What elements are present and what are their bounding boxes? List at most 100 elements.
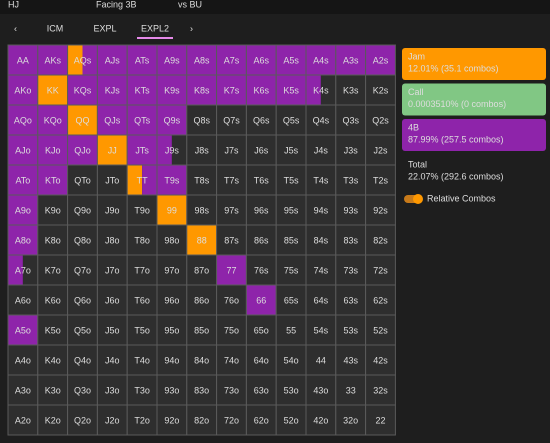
action-box[interactable] <box>402 83 546 116</box>
hand-cell <box>276 75 306 105</box>
hand-cell <box>216 45 247 75</box>
action-name: Jam <box>408 51 425 61</box>
hand-cell <box>67 105 98 135</box>
hand-label: A3o <box>15 385 31 395</box>
hand-cell <box>365 105 396 135</box>
hand-label: A9o <box>15 205 31 215</box>
hand-cell <box>335 195 366 225</box>
hand-cell <box>335 405 366 435</box>
hand-label: Q6o <box>74 295 91 305</box>
hand-label: QJs <box>104 115 121 125</box>
hand-cell <box>97 345 128 375</box>
hand-cell <box>335 165 366 195</box>
hand-cell <box>37 135 68 165</box>
hand-cell <box>186 255 217 285</box>
hand-cell <box>216 165 247 195</box>
hand-cell <box>335 315 366 345</box>
hand-cell <box>335 105 366 135</box>
hand-label: KJs <box>105 85 121 95</box>
toggle-knob[interactable] <box>413 194 423 204</box>
hand-label: KK <box>47 85 59 95</box>
hand-label: 77 <box>226 265 236 275</box>
hand-label: 82o <box>194 415 209 425</box>
hand-cell <box>157 255 187 285</box>
hand-cell <box>127 285 157 315</box>
hand-cell-part <box>82 45 98 75</box>
hand-cell <box>157 45 187 75</box>
hand-label: 98s <box>194 205 209 215</box>
hand-cell <box>37 105 68 135</box>
hand-cell-part <box>306 75 321 105</box>
tab-prev[interactable]: ‹ <box>14 23 17 33</box>
hand-label: KTo <box>45 175 61 185</box>
hand-cell <box>216 405 247 435</box>
hand-label: JJ <box>108 145 117 155</box>
hand-label: 75s <box>284 265 299 275</box>
hand-cell-part <box>171 135 187 165</box>
hand-label: 65o <box>254 325 269 335</box>
hand-cell-part <box>67 45 83 75</box>
hand-label: 87s <box>224 235 239 245</box>
hand-cell <box>37 285 68 315</box>
hand-cell <box>276 135 306 165</box>
hand-label: 62s <box>373 295 388 305</box>
hand-label: 43s <box>343 355 358 365</box>
hand-label: 86o <box>194 295 209 305</box>
hand-cell <box>276 375 306 405</box>
hand-label: QQ <box>75 115 89 125</box>
hand-label: J5o <box>105 325 120 335</box>
hand-cell <box>97 255 128 285</box>
hand-cell <box>186 75 217 105</box>
hand-cell <box>365 405 396 435</box>
total-detail: 22.07% (292.6 combos) <box>408 171 504 181</box>
hand-label: 82s <box>373 235 388 245</box>
hand-cell <box>335 75 366 105</box>
hand-cell <box>67 315 98 345</box>
hand-cell <box>67 135 98 165</box>
hand-label: A6o <box>15 295 31 305</box>
hand-label: AKs <box>44 55 61 65</box>
hand-label: T2s <box>373 175 389 185</box>
hand-label: 54s <box>314 325 329 335</box>
hand-label: T2o <box>134 415 150 425</box>
hand-label: 53o <box>284 385 299 395</box>
hand-cell <box>157 75 187 105</box>
hand-cell <box>37 255 68 285</box>
hand-cell <box>246 165 277 195</box>
tab[interactable]: EXPL <box>93 23 116 33</box>
hand-label: K3s <box>343 85 359 95</box>
hand-label: 84o <box>194 355 209 365</box>
action-box[interactable] <box>402 48 546 80</box>
hand-label: 85s <box>284 235 299 245</box>
hand-cell <box>246 345 277 375</box>
tab[interactable]: EXPL2 <box>141 23 169 33</box>
tab-next[interactable]: › <box>190 23 193 33</box>
hand-cell <box>37 195 68 225</box>
cell-border[interactable] <box>365 404 396 436</box>
hand-cell <box>37 345 68 375</box>
hand-label: K4o <box>45 355 61 365</box>
facing[interactable]: Facing 3B <box>96 0 137 9</box>
hand-label: 84s <box>314 235 329 245</box>
tab[interactable]: ICM <box>47 23 64 33</box>
hand-cell <box>186 345 217 375</box>
hand-label: 95s <box>284 205 299 215</box>
hand-cell <box>365 75 396 105</box>
hand-label: 53s <box>343 325 358 335</box>
hand-cell <box>276 345 306 375</box>
hand-cell <box>127 75 157 105</box>
hand-cell <box>306 375 336 405</box>
hand-cell <box>97 405 128 435</box>
hand-cell <box>246 255 277 285</box>
hand-label: A7s <box>224 55 240 65</box>
action-box[interactable] <box>402 119 546 151</box>
hand-cell <box>246 375 277 405</box>
hand-label: AKo <box>14 85 31 95</box>
hand-label: 85o <box>194 325 209 335</box>
hand-cell-part <box>142 165 157 195</box>
position[interactable]: HJ <box>8 0 19 9</box>
hand-cell <box>8 375 38 405</box>
versus[interactable]: vs BU <box>178 0 202 9</box>
hand-label: 98o <box>164 235 179 245</box>
